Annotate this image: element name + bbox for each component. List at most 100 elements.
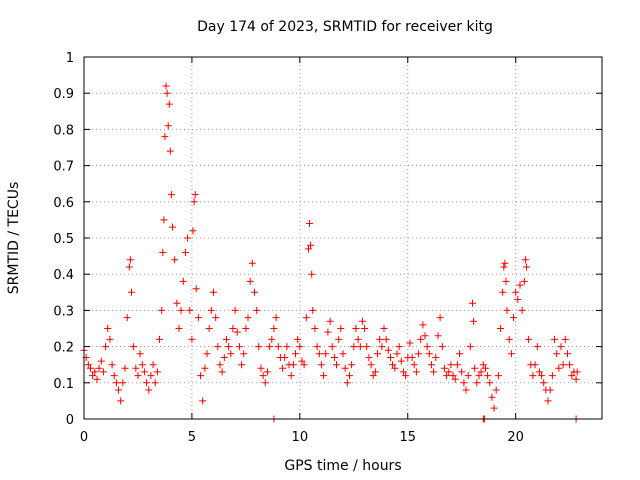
data-point	[89, 372, 97, 380]
data-point	[166, 147, 174, 155]
data-point	[199, 397, 207, 405]
data-point	[242, 325, 250, 332]
data-point	[161, 133, 169, 141]
data-point	[126, 256, 134, 264]
data-point	[343, 379, 351, 387]
data-point	[402, 372, 410, 380]
data-point	[153, 368, 161, 376]
data-point	[119, 379, 127, 387]
data-point	[415, 350, 422, 358]
data-point	[436, 314, 444, 322]
data-point	[279, 364, 287, 372]
y-tick-label: 0.3	[53, 304, 74, 319]
data-point	[540, 379, 548, 387]
data-point	[559, 361, 567, 369]
data-point	[490, 404, 498, 412]
data-point	[173, 299, 181, 307]
data-point	[507, 350, 515, 358]
data-point	[356, 343, 364, 351]
data-point	[410, 361, 418, 369]
data-point	[320, 372, 328, 380]
data-point	[225, 343, 233, 351]
data-point	[308, 270, 316, 278]
data-point	[378, 343, 386, 351]
data-point	[186, 306, 194, 314]
data-point	[110, 372, 118, 380]
data-point	[240, 350, 248, 358]
data-point	[194, 314, 202, 322]
data-point	[311, 325, 319, 332]
data-point	[165, 100, 173, 108]
data-point	[163, 89, 171, 97]
data-point	[125, 263, 133, 271]
data-point	[573, 368, 581, 376]
data-point	[192, 285, 200, 293]
data-point	[121, 364, 129, 372]
data-point	[447, 361, 455, 369]
data-point	[169, 223, 176, 231]
data-point	[369, 372, 377, 380]
data-point	[191, 191, 199, 199]
data-point	[477, 368, 485, 376]
data-point	[484, 372, 492, 380]
data-point	[162, 82, 170, 90]
data-point	[218, 368, 226, 376]
data-point	[292, 350, 299, 358]
data-point	[525, 335, 533, 343]
data-point	[456, 350, 464, 358]
x-tick-label: 10	[292, 430, 309, 445]
data-point	[488, 393, 496, 401]
data-point	[387, 354, 394, 361]
data-point	[505, 335, 513, 343]
data-point	[529, 372, 537, 380]
data-point	[339, 350, 347, 358]
data-point	[164, 122, 172, 130]
data-point	[500, 263, 508, 271]
data-point	[104, 325, 112, 332]
data-point	[266, 343, 274, 351]
data-point	[248, 259, 256, 267]
data-point	[533, 343, 541, 351]
data-point	[313, 343, 321, 351]
data-point	[535, 368, 543, 376]
data-point	[393, 350, 401, 358]
x-axis-label: GPS time / hours	[284, 458, 401, 474]
data-point	[324, 328, 332, 336]
data-point	[93, 375, 101, 383]
data-point	[143, 379, 151, 387]
data-point	[130, 343, 138, 351]
data-point	[337, 325, 345, 332]
data-point	[443, 372, 451, 380]
x-tick-label: 20	[507, 430, 524, 445]
data-point	[294, 335, 302, 343]
data-point	[361, 325, 369, 332]
y-tick-label: 0.9	[53, 87, 74, 102]
data-point	[566, 361, 574, 369]
data-point	[205, 325, 213, 332]
data-point	[270, 325, 278, 332]
data-point	[203, 350, 211, 358]
y-tick-label: 0.2	[53, 341, 74, 356]
data-point	[212, 314, 220, 322]
data-point	[136, 350, 144, 358]
data-point	[227, 350, 235, 358]
data-point	[391, 364, 399, 372]
data-point	[251, 288, 258, 296]
data-point	[497, 325, 505, 332]
data-point	[233, 328, 241, 336]
y-tick-label: 0	[66, 413, 74, 428]
data-point	[412, 368, 420, 376]
data-point	[520, 277, 528, 285]
data-point	[367, 361, 375, 369]
data-point	[462, 386, 470, 394]
data-point	[91, 368, 99, 376]
data-point	[475, 372, 483, 380]
data-point	[354, 335, 362, 343]
data-point	[115, 386, 122, 394]
data-point	[333, 361, 340, 369]
data-point	[492, 386, 500, 394]
data-point	[156, 335, 163, 343]
data-point	[572, 375, 580, 383]
data-point	[469, 299, 476, 307]
